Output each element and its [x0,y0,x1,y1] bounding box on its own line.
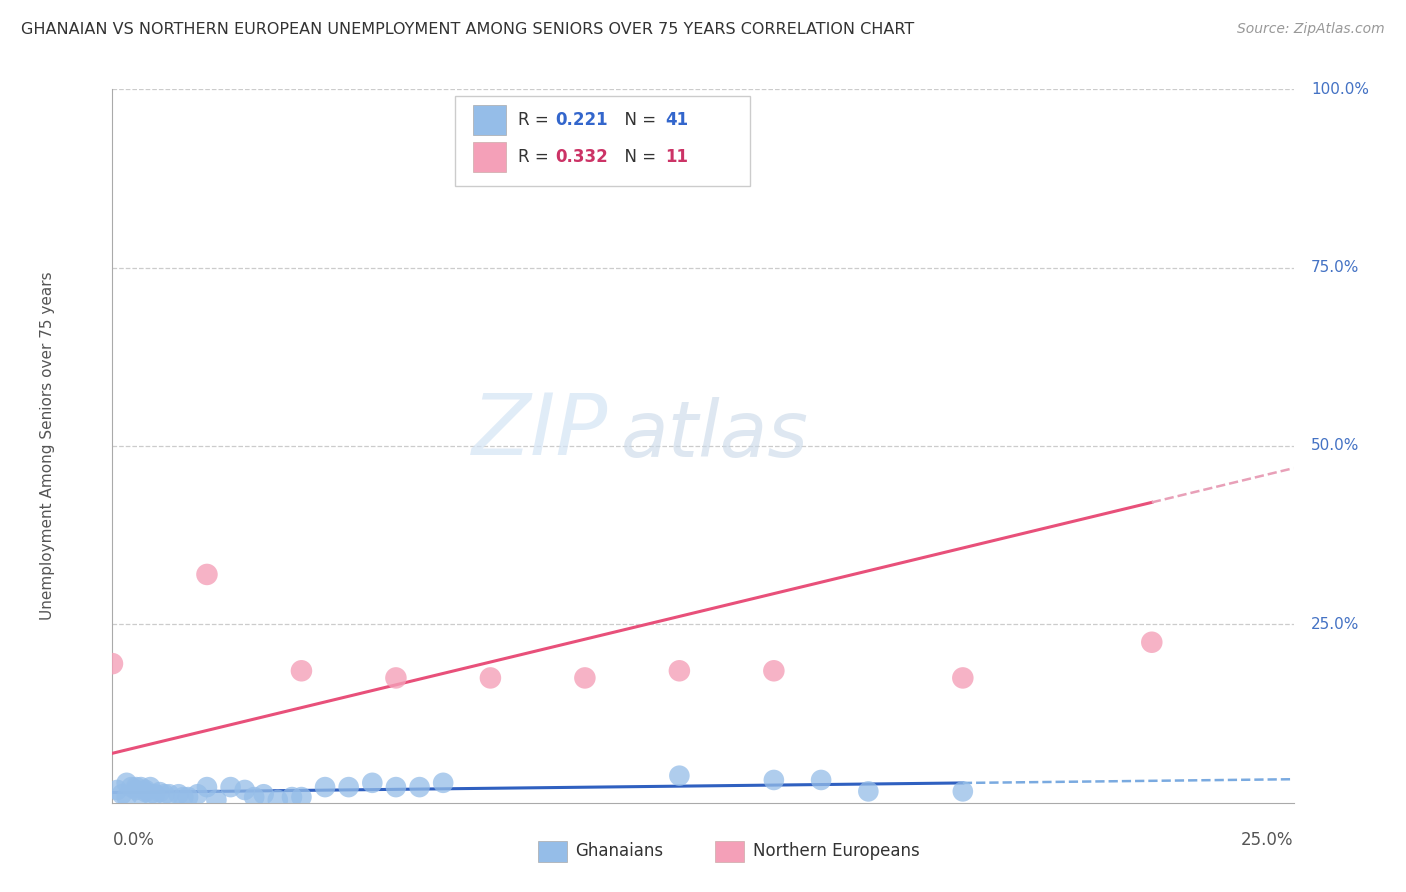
Point [408,780,430,794]
Point [139,780,162,794]
Point [186,787,208,801]
Text: N =: N = [614,111,662,128]
Text: Ghanaians: Ghanaians [575,842,664,860]
Point [120,780,142,794]
Point [281,790,304,805]
Bar [472,105,506,135]
Text: GHANAIAN VS NORTHERN EUROPEAN UNEMPLOYMENT AMONG SENIORS OVER 75 YEARS CORRELATI: GHANAIAN VS NORTHERN EUROPEAN UNEMPLOYME… [21,22,914,37]
Point [952,671,974,685]
Point [290,790,312,805]
Point [267,793,290,807]
Point [167,787,190,801]
Point [143,787,166,801]
Point [668,769,690,783]
Point [153,787,176,801]
Text: 25.0%: 25.0% [1241,831,1294,849]
Bar [714,840,744,862]
Point [337,780,360,794]
Text: 0.0%: 0.0% [112,831,155,849]
Text: Unemployment Among Seniors over 75 years: Unemployment Among Seniors over 75 years [39,272,55,620]
Point [135,785,157,799]
Point [125,783,148,797]
Point [195,780,218,794]
Text: 25.0%: 25.0% [1312,617,1360,632]
Text: 100.0%: 100.0% [1312,82,1369,96]
Text: 41: 41 [665,111,689,128]
Text: R =: R = [517,111,554,128]
Point [115,776,138,790]
Point [762,772,785,787]
Point [105,783,128,797]
Point [479,671,502,685]
Point [149,785,172,799]
Point [574,671,596,685]
Point [314,780,336,794]
Point [195,567,218,582]
Point [129,780,152,794]
Point [1140,635,1163,649]
Point [668,664,690,678]
Text: N =: N = [614,148,662,166]
Point [290,664,312,678]
Text: 11: 11 [665,148,688,166]
Point [810,772,832,787]
Point [858,784,880,798]
Point [157,787,180,801]
Text: atlas: atlas [620,397,808,474]
Text: ZIP: ZIP [472,390,609,474]
Point [115,790,138,805]
Point [243,790,266,805]
Text: 0.221: 0.221 [555,111,607,128]
Point [125,780,148,794]
Point [385,780,408,794]
Text: 75.0%: 75.0% [1312,260,1360,275]
Point [139,787,162,801]
Point [111,787,134,801]
Text: Source: ZipAtlas.com: Source: ZipAtlas.com [1237,22,1385,37]
Point [177,790,200,805]
Point [385,671,408,685]
Text: R =: R = [517,148,554,166]
Point [129,787,152,801]
FancyBboxPatch shape [456,96,751,186]
Point [205,793,228,807]
Text: 0.332: 0.332 [555,148,609,166]
Bar [537,840,567,862]
Text: Northern Europeans: Northern Europeans [752,842,920,860]
Text: 50.0%: 50.0% [1312,439,1360,453]
Point [172,790,194,805]
Bar [472,142,506,172]
Point [762,664,785,678]
Point [432,776,454,790]
Point [233,783,256,797]
Point [253,787,276,801]
Point [101,657,124,671]
Point [219,780,242,794]
Point [135,783,157,797]
Point [361,776,384,790]
Point [952,784,974,798]
